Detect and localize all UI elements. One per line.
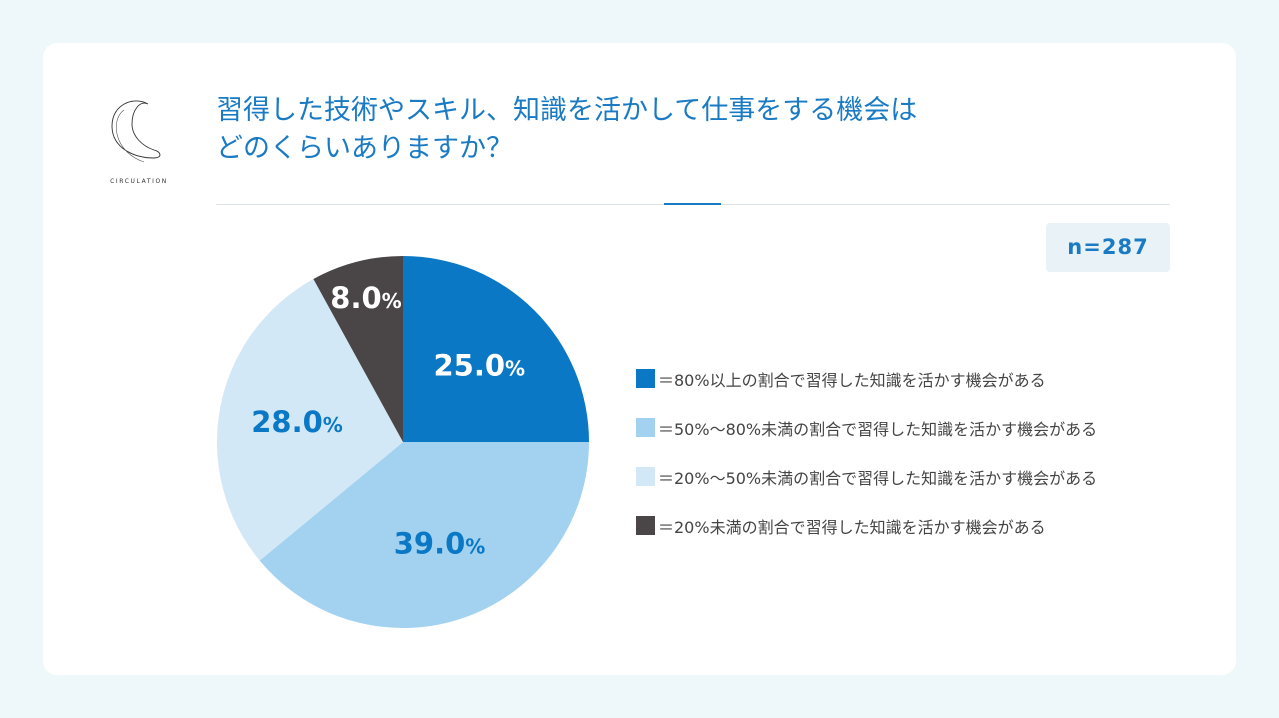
pie-slice-unit-2: % bbox=[465, 535, 485, 559]
legend-swatch-3 bbox=[636, 467, 655, 486]
pie-slice-3 bbox=[217, 279, 403, 561]
title-line-2: どのくらいありますか？ bbox=[216, 133, 513, 164]
pie-slice-unit-1: % bbox=[505, 357, 525, 381]
legend-swatch-1 bbox=[636, 369, 655, 388]
pie-slice-1 bbox=[403, 256, 589, 442]
pie-slice-unit-3: % bbox=[323, 413, 343, 437]
pie-slice-2 bbox=[259, 442, 589, 628]
legend-item-4: ＝20%未満の割合で習得した知識を活かす機会がある bbox=[636, 501, 1097, 550]
legend-label-4: ＝20%未満の割合で習得した知識を活かす機会がある bbox=[658, 517, 1046, 537]
legend-label-1: ＝80%以上の割合で習得した知識を活かす機会がある bbox=[658, 370, 1046, 390]
logo-mark-icon bbox=[111, 100, 161, 163]
sample-size-badge: n=287 bbox=[1046, 223, 1170, 272]
logo-wordmark: CIRCULATION bbox=[110, 178, 168, 185]
legend-label-3: ＝20%〜50%未満の割合で習得した知識を活かす機会がある bbox=[658, 468, 1098, 488]
legend-item-1: ＝80%以上の割合で習得した知識を活かす機会がある bbox=[636, 354, 1097, 403]
pie-slice-4 bbox=[313, 256, 403, 442]
title-line-1: 習得した技術やスキル、知識を活かして仕事をする機会は bbox=[216, 95, 918, 126]
chart-legend: ＝80%以上の割合で習得した知識を活かす機会がある ＝50%〜80%未満の割合で習… bbox=[636, 354, 1097, 550]
pie-slice-unit-4: % bbox=[382, 289, 402, 313]
legend-item-3: ＝20%〜50%未満の割合で習得した知識を活かす機会がある bbox=[636, 452, 1097, 501]
page-title: 習得した技術やスキル、知識を活かして仕事をする機会は どのくらいありますか？ bbox=[216, 92, 1116, 168]
legend-swatch-2 bbox=[636, 418, 655, 437]
circulation-logo: CIRCULATION bbox=[104, 96, 174, 188]
legend-label-2: ＝50%〜80%未満の割合で習得した知識を活かす機会がある bbox=[658, 419, 1098, 439]
legend-item-2: ＝50%〜80%未満の割合で習得した知識を活かす機会がある bbox=[636, 403, 1097, 452]
title-divider-accent bbox=[664, 203, 721, 205]
legend-swatch-4 bbox=[636, 516, 655, 535]
